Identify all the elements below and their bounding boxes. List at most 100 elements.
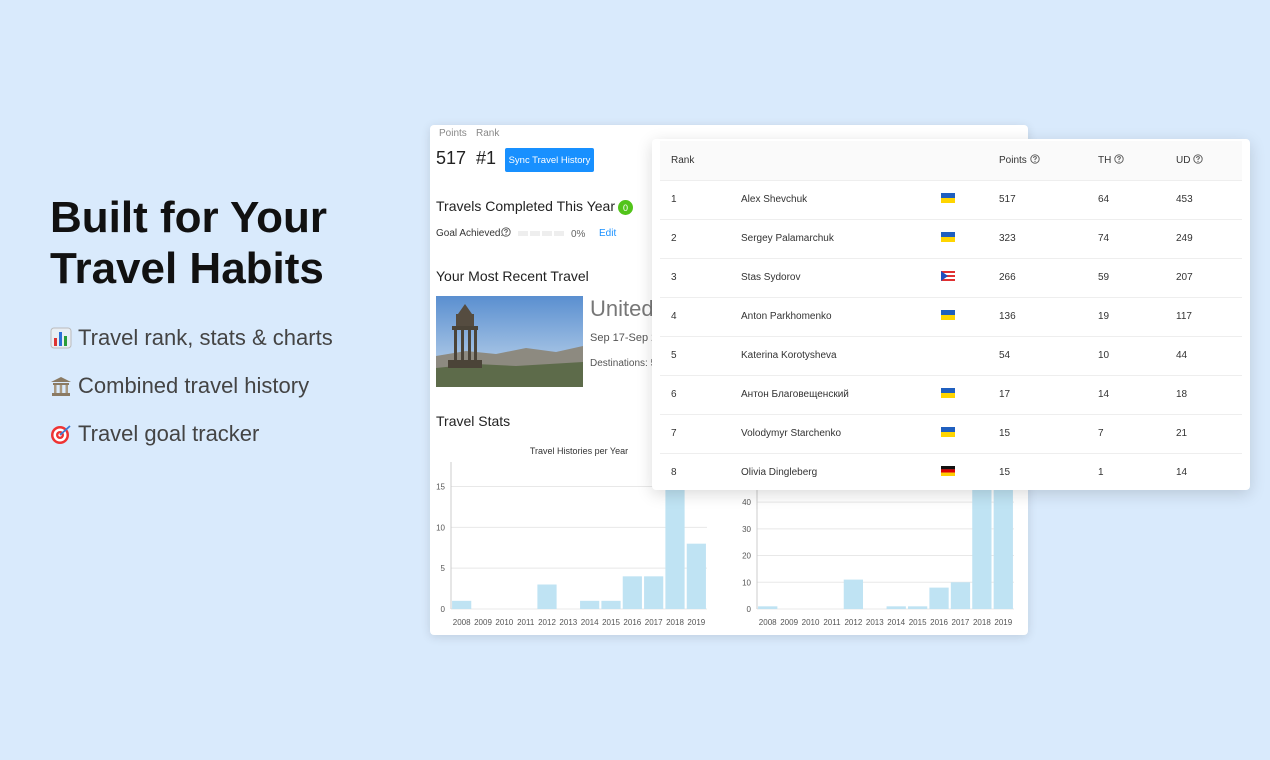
- points: 54: [998, 336, 1097, 376]
- bar: [580, 600, 600, 609]
- help-icon[interactable]: [1030, 154, 1040, 164]
- column-header: [740, 141, 940, 181]
- x-tick-label: 2012: [538, 618, 556, 627]
- help-icon[interactable]: [501, 227, 511, 237]
- column-header: Rank: [660, 141, 740, 181]
- rank: 1: [660, 180, 740, 220]
- rank: 7: [660, 414, 740, 454]
- name: Alex Shevchuk: [740, 180, 940, 220]
- chart-title: Travel Histories per Year: [530, 446, 628, 456]
- x-tick-label: 2017: [645, 618, 663, 627]
- y-tick-label: 10: [436, 523, 445, 532]
- ud: 18: [1175, 375, 1242, 415]
- y-tick-label: 30: [742, 525, 751, 534]
- recent-destinations: Destinations: 5: [590, 358, 657, 369]
- tab[interactable]: Points: [439, 128, 467, 139]
- feature: Combined travel history: [50, 371, 309, 401]
- bar: [907, 606, 928, 609]
- th: 74: [1097, 219, 1175, 259]
- points: 15: [998, 414, 1097, 454]
- flag: [941, 388, 955, 398]
- points: 266: [998, 258, 1097, 298]
- y-tick-label: 0: [747, 605, 752, 614]
- tab[interactable]: Rank: [476, 128, 500, 139]
- flag-cell: [940, 258, 998, 298]
- rank: 2: [660, 219, 740, 259]
- column-header: TH: [1097, 141, 1175, 181]
- ud: 453: [1175, 180, 1242, 220]
- x-tick-label: 2009: [780, 618, 798, 627]
- rank: 6: [660, 375, 740, 415]
- flag: [941, 271, 955, 281]
- sync-button[interactable]: Sync Travel History: [505, 148, 594, 172]
- building-icon: [51, 377, 71, 396]
- recent-dates: Sep 17-Sep 2: [590, 332, 658, 344]
- hero-title: Built for Your Travel Habits: [50, 193, 328, 293]
- name: Sergey Palamarchuk: [740, 219, 940, 259]
- name: Olivia Dingleberg: [741, 467, 818, 479]
- row: 2 Sergey Palamarchuk 323 74 249: [660, 219, 1242, 259]
- flag: [941, 193, 955, 203]
- x-tick-label: 2010: [802, 618, 820, 627]
- x-tick-label: 2018: [666, 618, 684, 627]
- column-label: TH: [1098, 155, 1112, 167]
- flag-cell: [940, 453, 998, 492]
- feature-text: Travel goal tracker: [78, 421, 260, 446]
- flag-cell: [940, 219, 998, 259]
- row: 1 Alex Shevchuk 517 64 453: [660, 180, 1242, 220]
- x-tick-label: 2008: [453, 618, 471, 627]
- edit-link[interactable]: Edit: [599, 228, 617, 239]
- x-tick-label: 2011: [517, 618, 535, 627]
- y-tick-label: 40: [742, 498, 751, 507]
- target-icon: [51, 425, 71, 444]
- bar: [537, 584, 557, 609]
- ud: 207: [1175, 258, 1242, 298]
- th: 14: [1097, 375, 1175, 415]
- row: 3 Stas Sydorov 266 59 207: [660, 258, 1242, 298]
- flag-cell: [940, 180, 998, 220]
- x-tick-label: 2015: [602, 618, 620, 627]
- flag: [941, 232, 955, 242]
- th: 7: [1097, 414, 1175, 454]
- bar: [644, 576, 664, 609]
- row: 5 Katerina Korotysheva 54 10 44: [660, 336, 1242, 376]
- x-tick-label: 2019: [994, 618, 1012, 627]
- points: 15: [999, 467, 1011, 479]
- x-tick-label: 2014: [581, 618, 599, 627]
- x-tick-label: 2013: [559, 618, 577, 627]
- flag: [941, 466, 955, 477]
- y-tick-label: 10: [742, 578, 751, 587]
- x-tick-label: 2016: [930, 618, 948, 627]
- column-header: UD: [1175, 141, 1242, 181]
- column-header: Points: [998, 141, 1097, 181]
- flag-cell: [940, 375, 998, 415]
- ud: 249: [1175, 219, 1242, 259]
- feature: Travel goal tracker: [50, 419, 259, 449]
- header-row: Rank Points TH UD: [660, 141, 1242, 181]
- x-tick-label: 2012: [844, 618, 862, 627]
- points: 136: [998, 297, 1097, 337]
- feature-text: Travel rank, stats & charts: [78, 325, 333, 350]
- name: Stas Sydorov: [740, 258, 940, 298]
- th: 10: [1097, 336, 1175, 376]
- x-tick-label: 2011: [823, 618, 841, 627]
- x-tick-label: 2013: [866, 618, 884, 627]
- x-tick-label: 2015: [909, 618, 927, 627]
- goal-percent: 0%: [571, 229, 586, 240]
- row: 6 Антон Благовещенский 17 14 18: [660, 375, 1242, 415]
- help-icon[interactable]: [1193, 154, 1204, 164]
- travels-heading: Travels Completed This Year: [436, 198, 615, 214]
- y-tick-label: 0: [441, 605, 446, 614]
- bar: [622, 576, 642, 609]
- bar: [929, 587, 949, 609]
- row: 7 Volodymyr Starchenko 15 7 21: [660, 414, 1242, 454]
- points: 323: [998, 219, 1097, 259]
- leaderboard-card: Rank Points TH UD 1 Alex Shevchuk 517 64 453…: [652, 139, 1250, 490]
- travel-photo: [436, 296, 583, 387]
- bar: [886, 606, 906, 609]
- help-icon[interactable]: [1114, 154, 1124, 164]
- rank: 5: [660, 336, 740, 376]
- recent-country: United: [590, 296, 654, 321]
- rank: 8: [671, 467, 677, 479]
- bar: [686, 543, 706, 609]
